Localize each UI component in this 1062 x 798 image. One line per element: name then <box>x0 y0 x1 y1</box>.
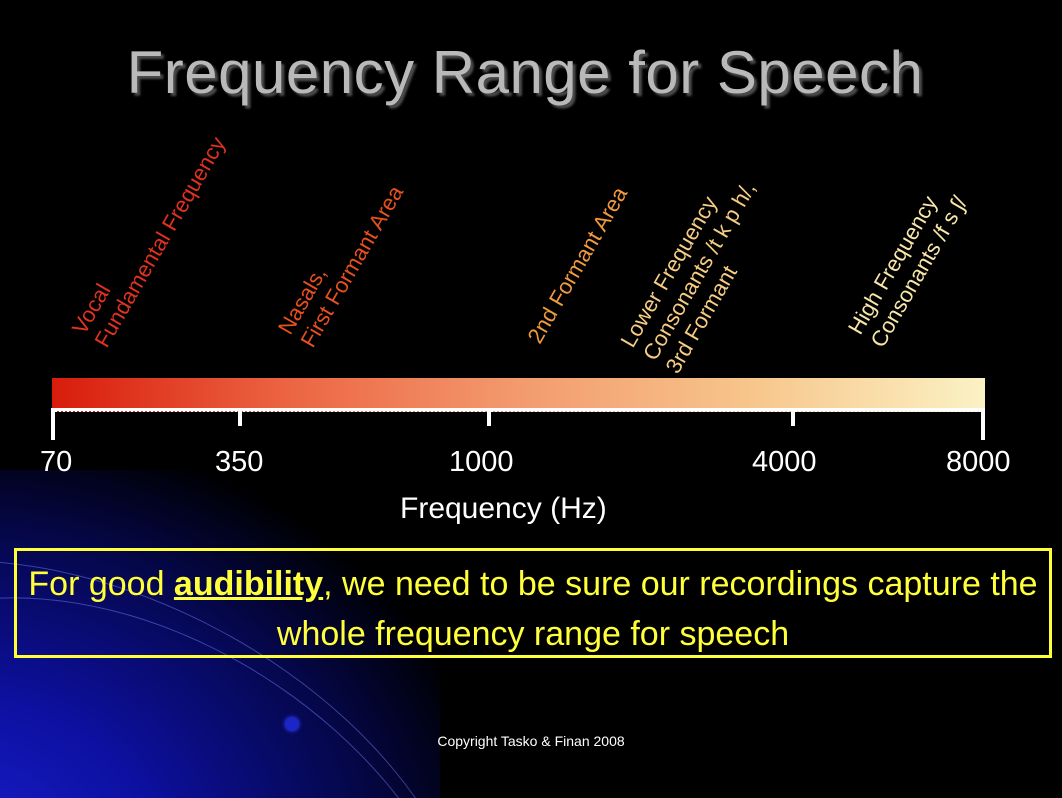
axis-tick <box>981 408 985 440</box>
slide-title: Frequency Range for Speech <box>126 39 924 106</box>
tick-label: 4000 <box>752 446 817 478</box>
band-label-lower-frequency: Lower Frequency Consonants /t k p h/, 3r… <box>615 177 761 378</box>
frequency-axis-line <box>52 408 985 411</box>
axis-tick <box>51 408 55 440</box>
band-label-2nd-formant: 2nd Formant Area <box>522 182 633 348</box>
background-glow <box>0 470 440 798</box>
band-label-vocal: Vocal Fundamental Frequency <box>66 132 231 352</box>
tick-label: 70 <box>40 446 73 478</box>
callout-text-start: For good <box>28 565 174 603</box>
tick-label: 8000 <box>946 446 1011 478</box>
axis-tick <box>791 408 795 426</box>
tick-label: 350 <box>215 446 264 478</box>
axis-tick <box>238 408 242 426</box>
band-label-high-frequency: High Frequency Consonants /f s ʃ/ <box>842 191 973 352</box>
tick-label: 1000 <box>449 446 514 478</box>
decorative-dot <box>285 717 299 731</box>
band-label-nasals: Nasals, First Formant Area <box>272 181 409 352</box>
axis-tick <box>487 408 491 426</box>
callout-text-end: , we need to be sure our recordings capt… <box>276 565 1038 653</box>
frequency-gradient-bar <box>52 378 985 412</box>
callout-box: For good audibility, we need to be sure … <box>14 548 1052 658</box>
copyright-notice: Copyright Tasko & Finan 2008 <box>437 733 625 749</box>
axis-title: Frequency (Hz) <box>400 492 607 525</box>
callout-emphasis: audibility <box>173 565 324 603</box>
